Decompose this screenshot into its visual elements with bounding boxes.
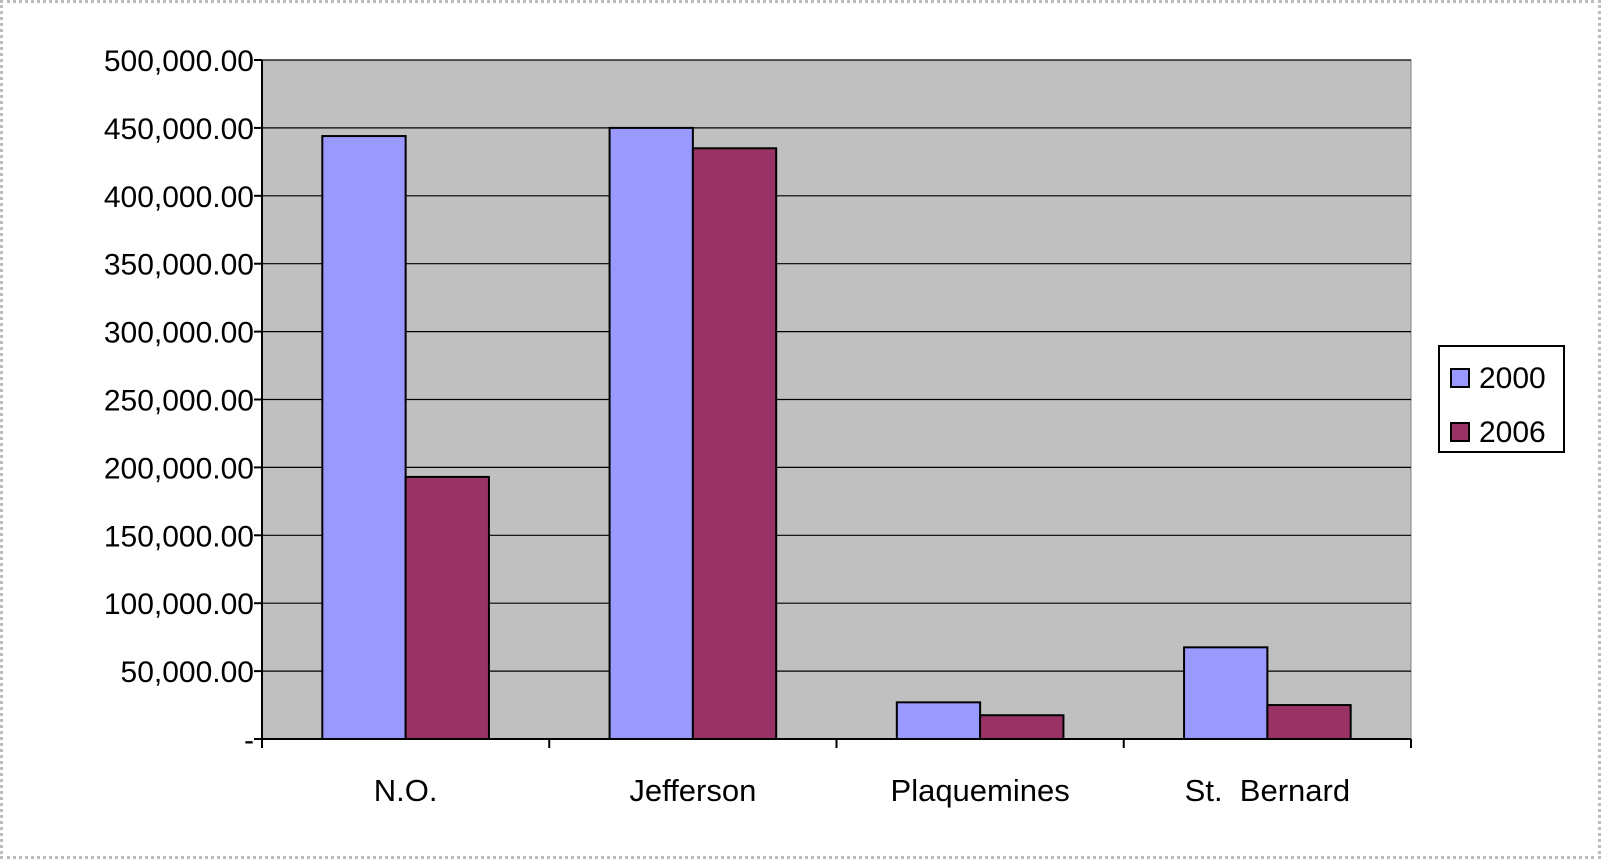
y-tick-label: 150,000.00 [104,520,254,553]
legend-label-2006: 2006 [1479,416,1546,449]
legend-label-2000: 2000 [1479,362,1546,395]
bar-2000-3 [1183,646,1269,741]
bar-2000-2 [895,701,982,740]
y-tick-label: - [244,724,254,757]
bar-2006-1 [691,147,778,740]
x-category-label: Jefferson [629,773,756,808]
y-tick-label: 500,000.00 [104,45,254,78]
bar-2006-2 [979,714,1065,740]
y-tick-label: 200,000.00 [104,452,254,485]
x-category-label: N.O. [374,773,438,808]
y-tick-label: 250,000.00 [104,385,254,418]
bar-2006-0 [404,475,490,740]
legend-swatch-2006 [1450,422,1470,442]
axes: - 50,000.00 100,000.00 150,000.00 200,000.00… [104,45,1412,808]
y-tick-label: 100,000.00 [104,588,254,621]
legend: 2000 2006 [1438,345,1565,453]
y-tick-label: 50,000.00 [121,656,254,689]
bar-2000-1 [608,126,694,740]
x-category-label: Plaquemines [891,773,1070,808]
bar-2006-3 [1266,704,1352,740]
y-tick-label: 350,000.00 [104,249,254,282]
y-tick-label: 400,000.00 [104,181,254,214]
y-tick-label: 300,000.00 [104,317,254,350]
x-category-label: St. Bernard [1185,773,1350,808]
bars [321,126,1352,741]
legend-swatch-2000 [1450,368,1470,388]
bar-2000-0 [321,135,407,741]
y-tick-label: 450,000.00 [104,113,254,146]
